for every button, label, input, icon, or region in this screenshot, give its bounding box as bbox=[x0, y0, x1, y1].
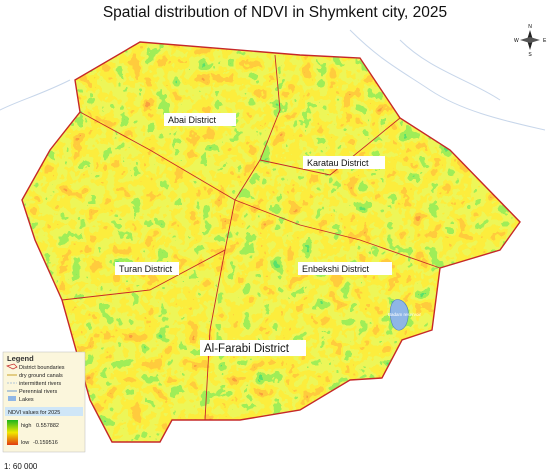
river bbox=[0, 79, 71, 111]
lake-label: Badam reservoir bbox=[388, 312, 422, 317]
north-arrow: N S E W bbox=[514, 24, 547, 58]
district-label: Enbekshi District bbox=[302, 264, 370, 274]
label-box bbox=[303, 156, 385, 169]
legend-symbol bbox=[6, 363, 18, 370]
district-label: Al-Farabi District bbox=[204, 343, 290, 355]
legend-ndvi-header bbox=[5, 407, 83, 416]
district-label: Turan District bbox=[119, 264, 173, 274]
legend-item: Perennial rivers bbox=[19, 389, 57, 395]
legend-item: District boundaries bbox=[19, 365, 65, 371]
label-box bbox=[164, 113, 236, 126]
legend-low-value: -0.159516 bbox=[33, 440, 58, 446]
district-boundary bbox=[259, 117, 401, 176]
district-label: Abai District bbox=[168, 115, 217, 125]
lake bbox=[389, 299, 409, 331]
legend: Legend District boundaries dry ground ca… bbox=[2, 351, 86, 453]
scale: 1: 60 000 bbox=[4, 462, 38, 471]
river bbox=[349, 29, 546, 131]
legend-item: Lakes bbox=[19, 397, 34, 403]
legend-item: dry ground canals bbox=[19, 373, 63, 379]
legend-item: intermittent rivers bbox=[19, 381, 61, 387]
legend-ndvi-title: NDVI values for 2025 bbox=[8, 410, 60, 416]
compass-needle bbox=[520, 37, 540, 43]
compass-letter: E bbox=[543, 38, 547, 44]
legend-symbol bbox=[8, 396, 16, 401]
district-label: Karatau District bbox=[307, 158, 369, 168]
legend-low-label: low bbox=[21, 440, 29, 446]
label-box bbox=[115, 262, 179, 275]
compass-letter: N bbox=[528, 24, 532, 30]
map-title: Spatial distribution of NDVI in Shymkent… bbox=[103, 4, 447, 21]
compass-letter: W bbox=[514, 38, 519, 44]
district-boundaries bbox=[61, 54, 441, 421]
compass-letter: S bbox=[528, 52, 532, 58]
label-box bbox=[200, 340, 306, 356]
legend-high-value: 0.557882 bbox=[36, 423, 59, 429]
legend-ramp bbox=[7, 420, 18, 445]
label-box bbox=[298, 262, 392, 275]
district-boundary bbox=[79, 111, 236, 201]
district-boundary bbox=[61, 249, 226, 301]
legend-title: Legend bbox=[7, 354, 34, 363]
district-boundary bbox=[234, 199, 441, 269]
river bbox=[399, 39, 501, 101]
legend-high-label: high bbox=[21, 423, 31, 429]
